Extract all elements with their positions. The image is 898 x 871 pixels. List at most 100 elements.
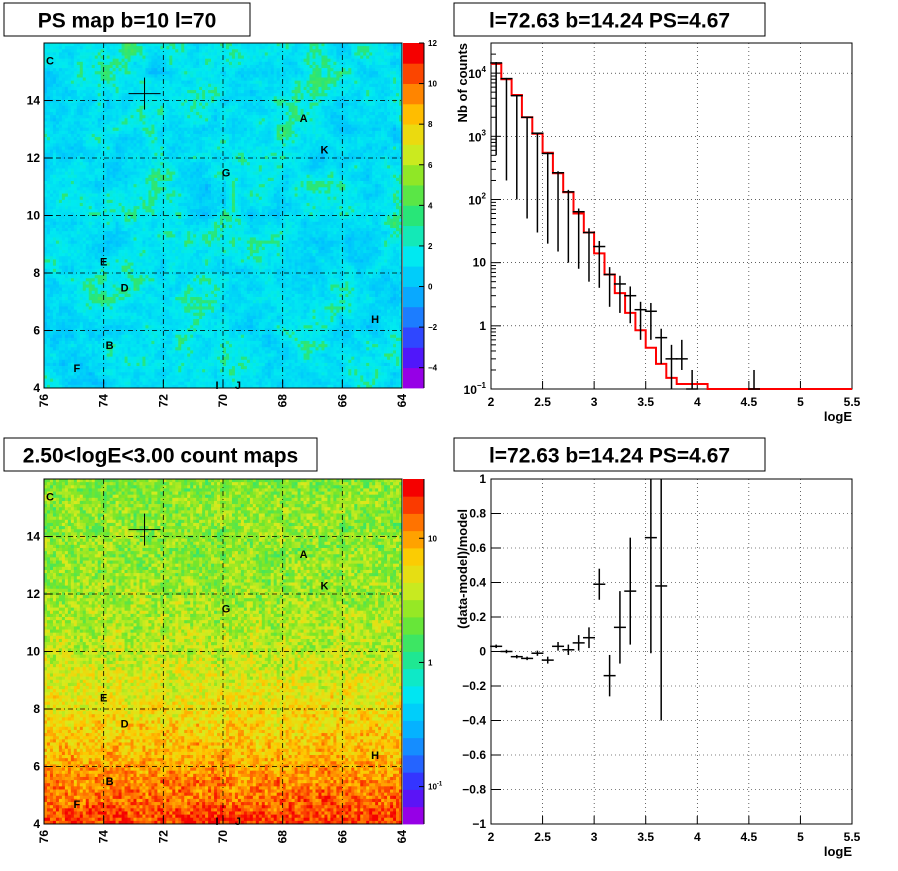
ps-map-cell	[265, 46, 268, 49]
ps-map-cell	[50, 43, 53, 46]
ps-map-cell	[122, 165, 125, 168]
ps-map-cell	[292, 78, 295, 81]
ps-map-cell	[336, 99, 339, 102]
ps-map-cell	[122, 43, 125, 46]
ps-map-cell	[80, 147, 83, 150]
ps-map-cell	[104, 172, 107, 175]
ps-map-cell	[298, 168, 301, 171]
ps-map-cell	[298, 71, 301, 74]
ps-map-cell	[336, 49, 339, 52]
ps-map-cell	[271, 84, 274, 87]
ps-map-cell	[122, 109, 125, 112]
ps-map-cell	[298, 131, 301, 134]
ps-map-cell	[65, 52, 68, 55]
ps-map-cell	[196, 52, 199, 55]
ps-map-cell	[169, 153, 172, 156]
ps-map-cell	[238, 143, 241, 146]
ps-map-cell	[384, 137, 387, 140]
ps-map-cell	[104, 65, 107, 68]
ps-map-cell	[223, 87, 226, 90]
ps-map-cell	[163, 90, 166, 93]
ps-map-cell	[86, 99, 89, 102]
ps-map-cell	[289, 43, 292, 46]
ps-map-cell	[286, 87, 289, 90]
ps-map-cell	[175, 96, 178, 99]
ps-map-cell	[56, 106, 59, 109]
ps-map-cell	[232, 150, 235, 153]
ps-map-cell	[327, 121, 330, 124]
ps-map-cell	[268, 115, 271, 118]
ps-map-cell	[241, 62, 244, 65]
ps-map-cell	[47, 71, 50, 74]
ps-map-cell	[134, 112, 137, 115]
ps-map-cell	[375, 103, 378, 106]
ps-map-cell	[238, 56, 241, 59]
ps-map-cell	[351, 103, 354, 106]
ps-map-cell	[289, 71, 292, 74]
ps-map-cell	[348, 150, 351, 153]
ps-map-cell	[268, 159, 271, 162]
ps-map-cell	[104, 68, 107, 71]
ps-map-cell	[56, 118, 59, 121]
ps-map-cell	[351, 134, 354, 137]
ps-map-cell	[318, 103, 321, 106]
ps-map-cell	[247, 137, 250, 140]
ps-map-cell	[348, 74, 351, 77]
ps-map-cell	[393, 115, 396, 118]
ps-map-cell	[59, 147, 62, 150]
ps-map-cell	[175, 87, 178, 90]
ps-map-cell	[86, 143, 89, 146]
ps-map-cell	[184, 172, 187, 175]
ps-map-cell	[92, 121, 95, 124]
ps-map-cell	[366, 84, 369, 87]
ps-map-cell	[396, 121, 399, 124]
ps-map-cell	[238, 172, 241, 175]
ps-map-cell	[71, 56, 74, 59]
ps-map-cell	[131, 59, 134, 62]
ps-map-cell	[244, 121, 247, 124]
ps-map-cell	[327, 125, 330, 128]
ps-map-cell	[125, 137, 128, 140]
ps-map-cell	[271, 128, 274, 131]
ps-map-cell	[262, 131, 265, 134]
ps-map-cell	[71, 87, 74, 90]
ps-map-cell	[151, 46, 154, 49]
ps-map-cell	[131, 90, 134, 93]
ps-map-cell	[214, 153, 217, 156]
ps-map-cell	[172, 71, 175, 74]
ps-map-cell	[128, 147, 131, 150]
ps-map-cell	[372, 84, 375, 87]
ps-map-cell	[345, 43, 348, 46]
ps-map-cell	[348, 59, 351, 62]
ps-map-cell	[113, 131, 116, 134]
ps-map-cell	[333, 59, 336, 62]
ps-map-cell	[250, 43, 253, 46]
ps-map-cell	[139, 131, 142, 134]
ps-map-cell	[125, 90, 128, 93]
ps-map-cell	[190, 121, 193, 124]
ps-map-cell	[310, 84, 313, 87]
ps-map-cell	[83, 74, 86, 77]
ps-map-cell	[80, 81, 83, 84]
ps-map-cell	[107, 78, 110, 81]
ps-map-cell	[89, 150, 92, 153]
ps-map-cell	[277, 128, 280, 131]
ps-map-cell	[187, 99, 190, 102]
ps-map-cell	[104, 87, 107, 90]
ps-map-cell	[166, 106, 169, 109]
ps-map-cell	[107, 109, 110, 112]
ps-map-cell	[223, 52, 226, 55]
ps-map-cell	[142, 115, 145, 118]
ps-map-cell	[262, 71, 265, 74]
ps-map-cell	[307, 153, 310, 156]
ps-map-cell	[342, 109, 345, 112]
ps-map-cell	[107, 103, 110, 106]
ps-map-cell	[116, 78, 119, 81]
ps-map-cell	[232, 56, 235, 59]
ps-map-cell	[163, 131, 166, 134]
ps-map-cell	[122, 68, 125, 71]
ps-map-cell	[214, 131, 217, 134]
ps-map-cell	[187, 112, 190, 115]
ps-map-cell	[354, 59, 357, 62]
ps-map-cell	[310, 125, 313, 128]
